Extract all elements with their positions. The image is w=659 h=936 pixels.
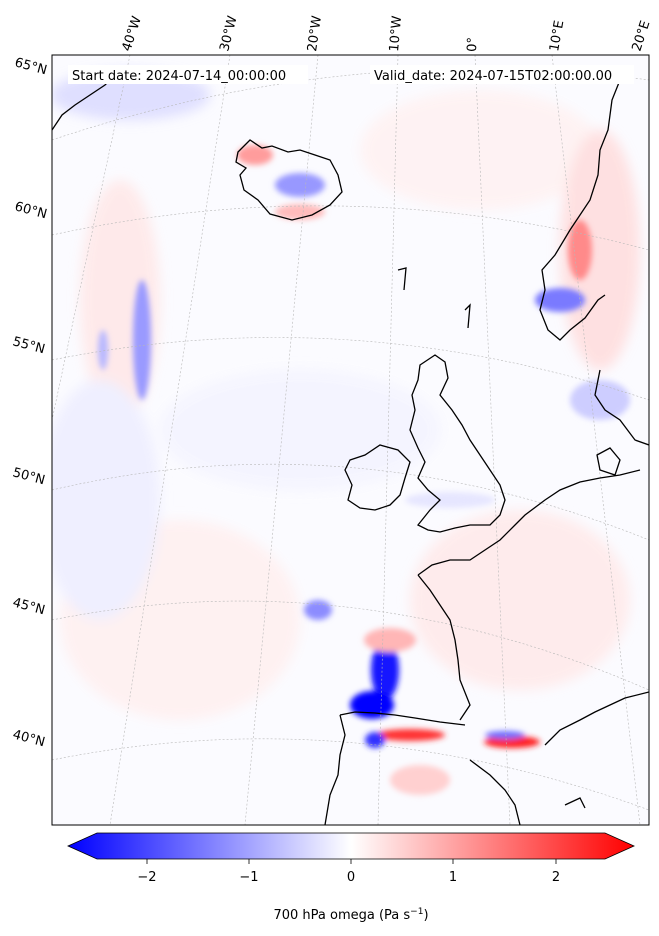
valid-date-label: Valid_date: 2024-07-15T02:00:00.00 [374,69,612,84]
lat-label-60n: 60°N [13,199,49,222]
lon-label-40w: 40°W [120,14,145,53]
lon-label-20e: 20°E [630,19,654,53]
lon-label-10e: 10°E [547,19,567,52]
lat-label-45n: 45°N [11,595,47,618]
coastlines [52,69,649,825]
colorbar-tick-2: 2 [552,870,560,885]
colorbar-tick-0: 0 [347,870,355,885]
colorbar-bar [67,832,635,860]
lat-label-50n: 50°N [11,465,47,488]
map-panel [51,54,650,826]
lon-label-30w: 30°W [217,14,240,53]
lat-label-65n: 65°N [13,55,49,78]
colorbar-label-main: 700 hPa omega (Pa s [273,908,410,923]
start-date-label: Start date: 2024-07-14_00:00:00 [72,69,286,84]
colorbar: −2 −1 0 1 2 700 hPa omega (Pa s−1) [67,832,635,923]
longitude-labels: 40°W 30°W 20°W 10°W 0° 10°E 20°E [120,14,654,53]
lon-label-20w: 20°W [305,15,325,53]
lon-label-0: 0° [465,37,481,52]
colorbar-tick-1: 1 [449,870,457,885]
omega-field [52,70,640,795]
latitude-labels: 65°N 60°N 55°N 50°N 45°N 40°N [11,55,49,750]
colorbar-label: 700 hPa omega (Pa s−1) [273,907,428,923]
lon-label-10w: 10°W [387,15,405,52]
colorbar-tick-neg1: −1 [239,870,258,885]
lat-label-55n: 55°N [11,334,47,357]
lat-label-40n: 40°N [11,727,47,750]
colorbar-label-sup: −1 [410,907,423,917]
colorbar-label-end: ) [423,908,428,923]
graticule [52,55,649,825]
colorbar-tick-neg2: −2 [137,870,156,885]
